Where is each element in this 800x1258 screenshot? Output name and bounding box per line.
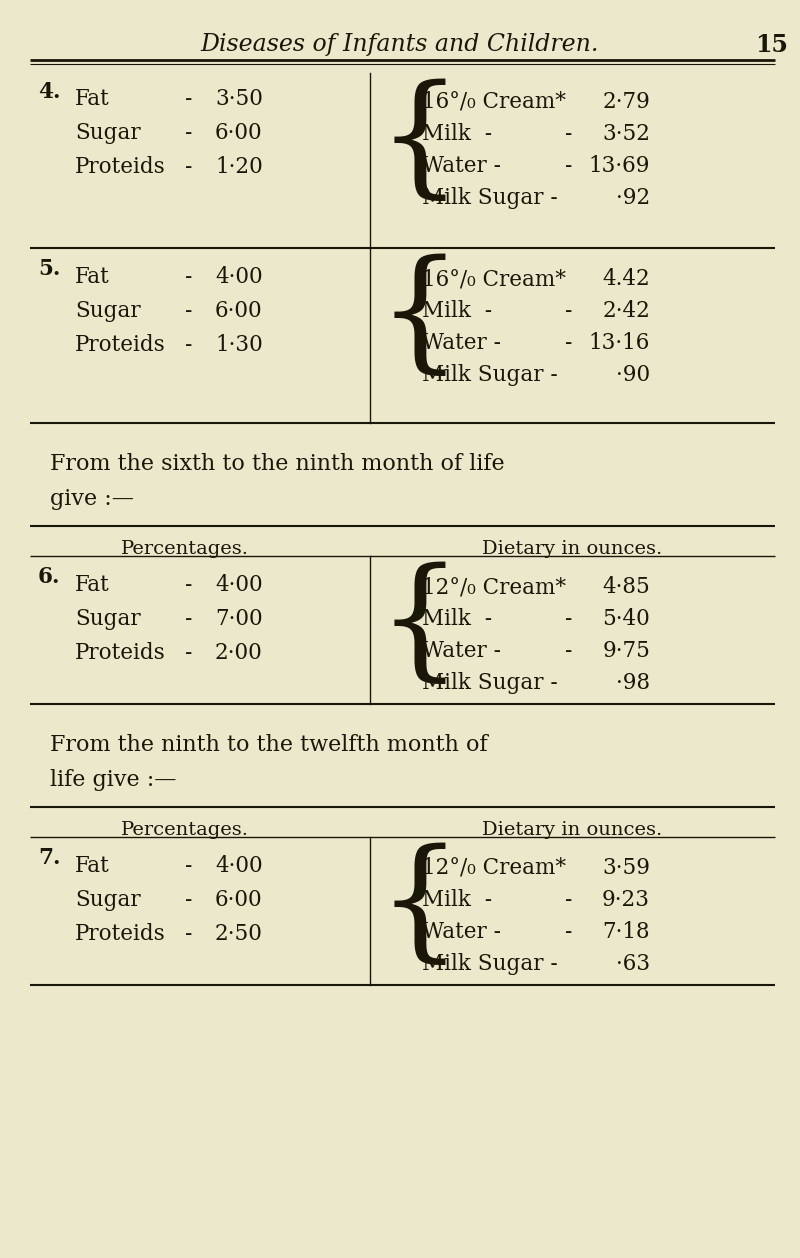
Text: 4·00: 4·00 bbox=[215, 265, 262, 288]
Text: Diseases of Infants and Children.: Diseases of Infants and Children. bbox=[201, 33, 599, 57]
Text: -: - bbox=[185, 156, 192, 177]
Text: {: { bbox=[378, 561, 462, 689]
Text: -: - bbox=[185, 574, 192, 596]
Text: Milk  -: Milk - bbox=[422, 608, 492, 630]
Text: -: - bbox=[565, 123, 572, 145]
Text: 4·85: 4·85 bbox=[602, 576, 650, 598]
Text: -: - bbox=[185, 855, 192, 877]
Text: -: - bbox=[185, 88, 192, 109]
Text: Milk Sugar -: Milk Sugar - bbox=[422, 187, 558, 209]
Text: Water -: Water - bbox=[422, 921, 501, 944]
Text: 3·50: 3·50 bbox=[215, 88, 263, 109]
Text: {: { bbox=[378, 253, 462, 382]
Text: 13·16: 13·16 bbox=[589, 332, 650, 353]
Text: 1·30: 1·30 bbox=[215, 335, 262, 356]
Text: 16°/₀ Cream*: 16°/₀ Cream* bbox=[422, 91, 566, 113]
Text: 6·00: 6·00 bbox=[215, 122, 262, 143]
Text: -: - bbox=[565, 299, 572, 322]
Text: -: - bbox=[565, 889, 572, 911]
Text: 2·79: 2·79 bbox=[602, 91, 650, 113]
Text: Fat: Fat bbox=[75, 574, 110, 596]
Text: Proteids: Proteids bbox=[75, 642, 166, 664]
Text: 3·52: 3·52 bbox=[602, 123, 650, 145]
Text: 2·00: 2·00 bbox=[215, 642, 262, 664]
Text: Percentages.: Percentages. bbox=[121, 821, 249, 839]
Text: 7.: 7. bbox=[38, 847, 61, 869]
Text: 4.42: 4.42 bbox=[602, 268, 650, 291]
Text: Water -: Water - bbox=[422, 155, 501, 177]
Text: Milk  -: Milk - bbox=[422, 889, 492, 911]
Text: Proteids: Proteids bbox=[75, 156, 166, 177]
Text: 7·00: 7·00 bbox=[215, 608, 262, 630]
Text: 3·59: 3·59 bbox=[602, 857, 650, 879]
Text: {: { bbox=[378, 78, 462, 208]
Text: Sugar: Sugar bbox=[75, 299, 141, 322]
Text: life give :—: life give :— bbox=[50, 769, 177, 791]
Text: 2·50: 2·50 bbox=[215, 923, 263, 945]
Text: Fat: Fat bbox=[75, 88, 110, 109]
Text: Milk  -: Milk - bbox=[422, 123, 492, 145]
Text: ·98: ·98 bbox=[616, 672, 650, 694]
Text: 4·00: 4·00 bbox=[215, 855, 262, 877]
Text: Sugar: Sugar bbox=[75, 889, 141, 911]
Text: Dietary in ounces.: Dietary in ounces. bbox=[482, 821, 662, 839]
Text: ·90: ·90 bbox=[616, 364, 650, 386]
Text: -: - bbox=[565, 921, 572, 944]
Text: -: - bbox=[185, 923, 192, 945]
Text: 12°/₀ Cream*: 12°/₀ Cream* bbox=[422, 576, 566, 598]
Text: Milk  -: Milk - bbox=[422, 299, 492, 322]
Text: -: - bbox=[185, 299, 192, 322]
Text: 16°/₀ Cream*: 16°/₀ Cream* bbox=[422, 268, 566, 291]
Text: 6.: 6. bbox=[38, 566, 61, 587]
Text: 9·75: 9·75 bbox=[602, 640, 650, 662]
Text: 2·42: 2·42 bbox=[602, 299, 650, 322]
Text: From the sixth to the ninth month of life: From the sixth to the ninth month of lif… bbox=[50, 453, 505, 476]
Text: -: - bbox=[185, 335, 192, 356]
Text: Dietary in ounces.: Dietary in ounces. bbox=[482, 540, 662, 559]
Text: 7·18: 7·18 bbox=[602, 921, 650, 944]
Text: {: { bbox=[378, 842, 462, 971]
Text: Sugar: Sugar bbox=[75, 122, 141, 143]
Text: 12°/₀ Cream*: 12°/₀ Cream* bbox=[422, 857, 566, 879]
Text: Fat: Fat bbox=[75, 265, 110, 288]
Text: -: - bbox=[565, 608, 572, 630]
Text: -: - bbox=[185, 889, 192, 911]
Text: give :—: give :— bbox=[50, 488, 134, 509]
Text: Proteids: Proteids bbox=[75, 335, 166, 356]
Text: -: - bbox=[565, 332, 572, 353]
Text: Water -: Water - bbox=[422, 640, 501, 662]
Text: From the ninth to the twelfth month of: From the ninth to the twelfth month of bbox=[50, 733, 488, 756]
Text: 6·00: 6·00 bbox=[215, 889, 262, 911]
Text: 6·00: 6·00 bbox=[215, 299, 262, 322]
Text: ·63: ·63 bbox=[616, 954, 650, 975]
Text: Percentages.: Percentages. bbox=[121, 540, 249, 559]
Text: Sugar: Sugar bbox=[75, 608, 141, 630]
Text: 15: 15 bbox=[755, 33, 788, 57]
Text: 4.: 4. bbox=[38, 81, 61, 103]
Text: -: - bbox=[185, 608, 192, 630]
Text: -: - bbox=[565, 155, 572, 177]
Text: Fat: Fat bbox=[75, 855, 110, 877]
Text: -: - bbox=[565, 640, 572, 662]
Text: 5·40: 5·40 bbox=[602, 608, 650, 630]
Text: Proteids: Proteids bbox=[75, 923, 166, 945]
Text: Water -: Water - bbox=[422, 332, 501, 353]
Text: -: - bbox=[185, 122, 192, 143]
Text: -: - bbox=[185, 642, 192, 664]
Text: Milk Sugar -: Milk Sugar - bbox=[422, 364, 558, 386]
Text: Milk Sugar -: Milk Sugar - bbox=[422, 672, 558, 694]
Text: 9·23: 9·23 bbox=[602, 889, 650, 911]
Text: 13·69: 13·69 bbox=[589, 155, 650, 177]
Text: -: - bbox=[185, 265, 192, 288]
Text: ·92: ·92 bbox=[616, 187, 650, 209]
Text: 5.: 5. bbox=[38, 258, 60, 281]
Text: 1·20: 1·20 bbox=[215, 156, 262, 177]
Text: 4·00: 4·00 bbox=[215, 574, 262, 596]
Text: Milk Sugar -: Milk Sugar - bbox=[422, 954, 558, 975]
